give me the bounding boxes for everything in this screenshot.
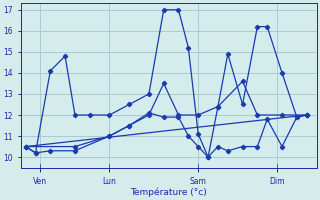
X-axis label: Température (°c): Température (°c) xyxy=(130,187,207,197)
